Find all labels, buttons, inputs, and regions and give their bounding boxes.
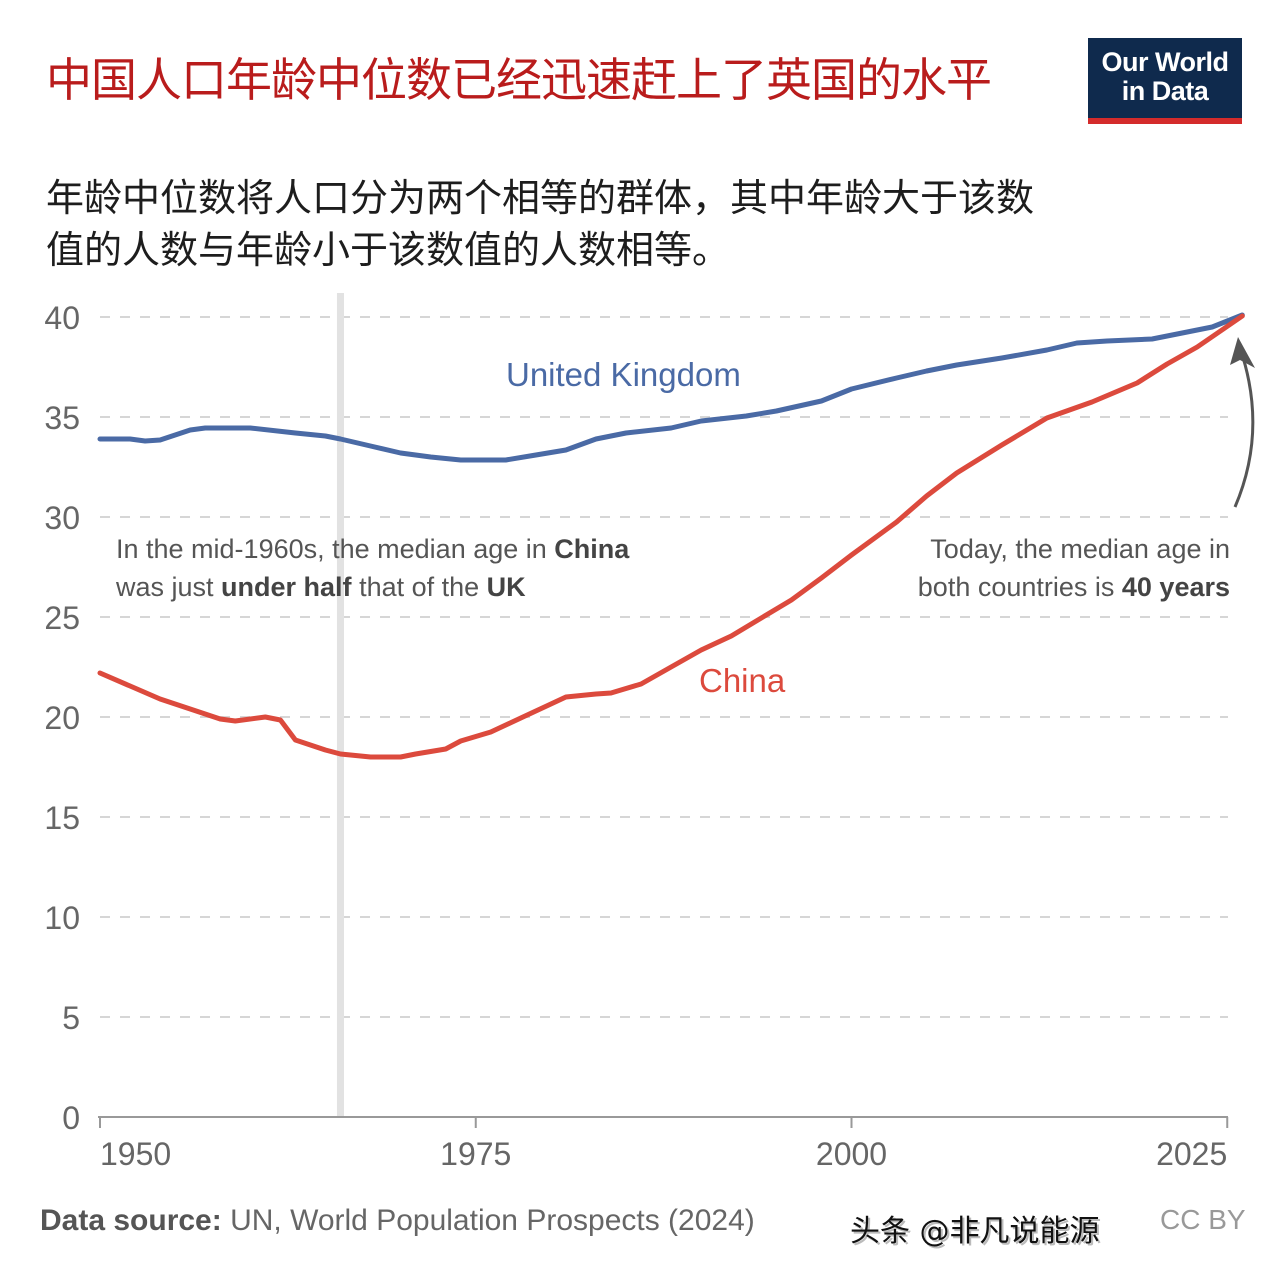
y-tick-label: 5 [62, 1000, 80, 1036]
series-label-uk: United Kingdom [506, 356, 741, 393]
y-tick-label: 0 [62, 1100, 80, 1136]
arrow-head-icon [1230, 337, 1255, 368]
series-line-china [97, 313, 1245, 760]
arrow-line [1233, 347, 1255, 508]
watermark: 头条 @非凡说能源 [850, 1214, 1100, 1249]
x-tick-label: 1950 [100, 1136, 171, 1172]
license: CC BY [1160, 1204, 1246, 1235]
series-line-united-kingdom [97, 312, 1245, 463]
x-tick-label: 2000 [816, 1136, 887, 1172]
y-tick-label: 35 [44, 400, 80, 436]
y-tick-label: 10 [44, 900, 80, 936]
annotation-mid-1960s: In the mid-1960s, the median age in Chin… [116, 534, 630, 602]
y-tick-label: 25 [44, 600, 80, 636]
x-tick-label: 2025 [1156, 1136, 1227, 1172]
logo-line1: Our World [1101, 47, 1230, 77]
owid-logo: Our World in Data [1088, 38, 1242, 124]
annotation-today: Today, the median age in both countries … [917, 534, 1230, 602]
x-tick-label: 1975 [440, 1136, 511, 1172]
chart-title: 中国人口年龄中位数已经迅速赶上了英国的水平 [46, 53, 992, 107]
y-tick-label: 40 [44, 300, 80, 336]
chart-subtitle: 年龄中位数将人口分为两个相等的群体，其中年龄大于该数值的人数与年龄小于该数值的人… [46, 176, 1035, 272]
series-label-china: China [699, 662, 786, 699]
logo-line2: in Data [1121, 76, 1209, 106]
data-source: Data source: UN, World Population Prospe… [40, 1204, 755, 1237]
y-tick-label: 20 [44, 700, 80, 736]
y-tick-label: 30 [44, 500, 80, 536]
y-tick-label: 15 [44, 800, 80, 836]
